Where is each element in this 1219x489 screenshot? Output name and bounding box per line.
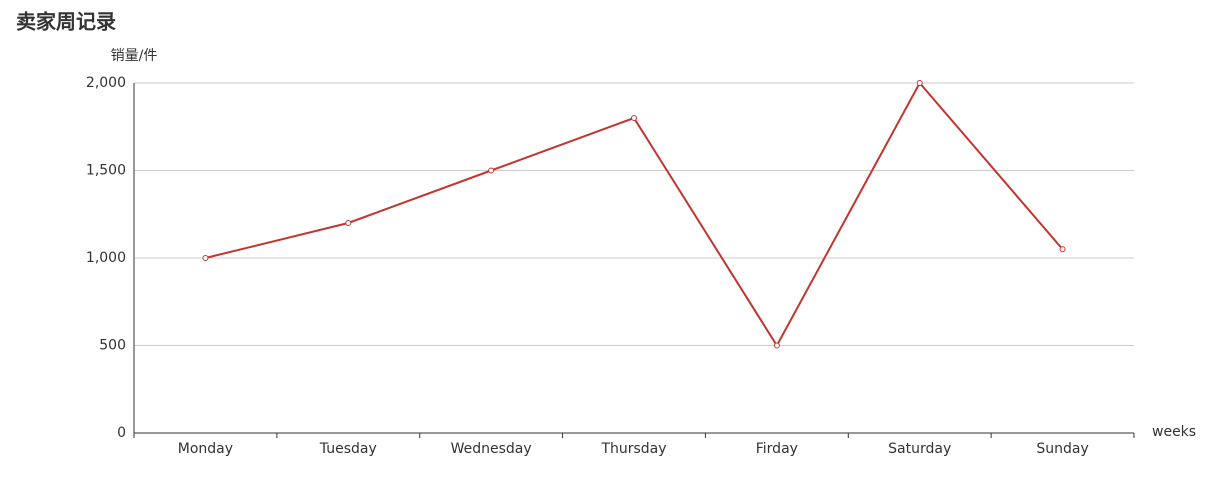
x-tick-label: Saturday <box>888 441 951 457</box>
x-axis-label: weeks <box>1152 424 1196 440</box>
y-axis-label: 销量/件 <box>111 48 158 64</box>
chart-title: 卖家周记录 <box>16 10 116 34</box>
point <box>631 115 637 121</box>
y-tick-label: 2,000 <box>86 75 126 91</box>
y-tick-label: 1,500 <box>86 163 126 179</box>
x-tick-label: Wednesday <box>451 441 532 457</box>
x-tick-label: Thursday <box>600 441 666 457</box>
line <box>205 81 1064 348</box>
point <box>345 220 352 226</box>
point <box>916 80 923 86</box>
point <box>488 167 495 174</box>
point <box>202 255 209 261</box>
y-tick-label: 1,000 <box>86 250 126 266</box>
x-tick-label: Firday <box>756 441 798 457</box>
point <box>1059 246 1066 253</box>
x-tick-label: Sunday <box>1036 441 1088 457</box>
x-tick-label: Monday <box>178 441 233 457</box>
x-tick-label: Tuesday <box>319 441 377 457</box>
y-tick-label: 500 <box>99 338 126 354</box>
y-tick-label: 0 <box>117 425 126 441</box>
point <box>773 342 780 349</box>
